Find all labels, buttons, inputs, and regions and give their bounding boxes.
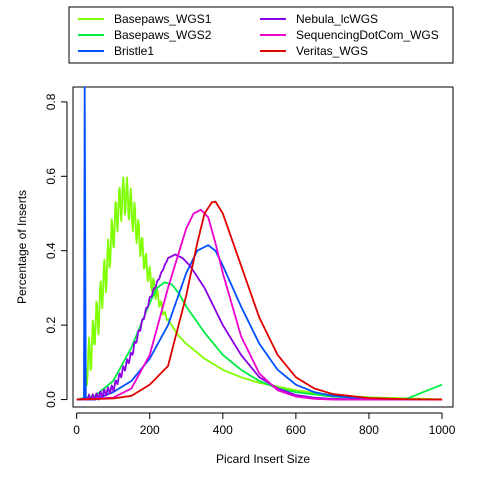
- legend-label: Bristle1: [114, 44, 154, 58]
- x-tick-label: 1000: [429, 423, 456, 437]
- legend: Basepaws_WGS1 Basepaws_WGS2 Bristle1 Nebula…: [68, 6, 454, 64]
- x-tick-label: 200: [140, 423, 160, 437]
- y-tick-label: 0.8: [44, 93, 58, 110]
- x-axis-label: Picard Insert Size: [216, 452, 310, 466]
- legend-label: Basepaws_WGS2: [114, 28, 212, 42]
- x-tick-label: 0: [73, 423, 80, 437]
- x-tick-label: 400: [213, 423, 233, 437]
- y-axis: 0.0 0.2 0.4 0.6 0.8: [44, 93, 68, 408]
- series-line-sequencingdotcom-wgs: [76, 208, 443, 401]
- legend-label: Nebula_lcWGS: [296, 12, 378, 26]
- legend-label: Veritas_WGS: [296, 44, 368, 58]
- series-line-nebula-lcwgs: [76, 253, 443, 401]
- y-tick-label: 0.6: [44, 168, 58, 185]
- y-tick-label: 0.2: [44, 316, 58, 333]
- plot-frame: [72, 86, 454, 408]
- legend-label: SequencingDotCom_WGS: [296, 28, 439, 42]
- series-layer: [76, 86, 443, 401]
- x-tick-label: 600: [286, 423, 306, 437]
- x-tick-label: 800: [359, 423, 379, 437]
- series-line-basepaws-wgs1: [83, 176, 443, 401]
- y-tick-label: 0.0: [44, 391, 58, 408]
- series-line-veritas-wgs: [76, 200, 443, 401]
- x-axis: 0 200 400 600 800 1000: [73, 412, 456, 437]
- y-axis-label: Percentage of Inserts: [15, 190, 29, 304]
- legend-label: Basepaws_WGS1: [114, 12, 212, 26]
- y-tick-label: 0.4: [44, 242, 58, 259]
